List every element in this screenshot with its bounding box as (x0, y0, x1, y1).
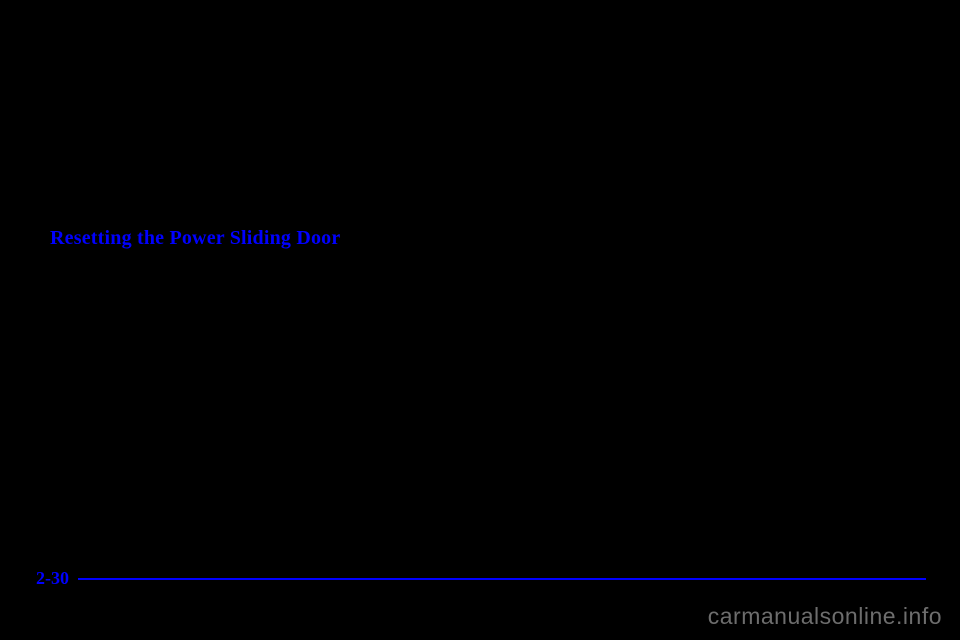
watermark-text: carmanualsonline.info (708, 603, 942, 630)
page-container: Resetting the Power Sliding Door 2-30 ca… (0, 0, 960, 640)
footer-rule (78, 578, 926, 580)
section-heading: Resetting the Power Sliding Door (50, 227, 340, 250)
page-number: 2-30 (36, 568, 69, 589)
